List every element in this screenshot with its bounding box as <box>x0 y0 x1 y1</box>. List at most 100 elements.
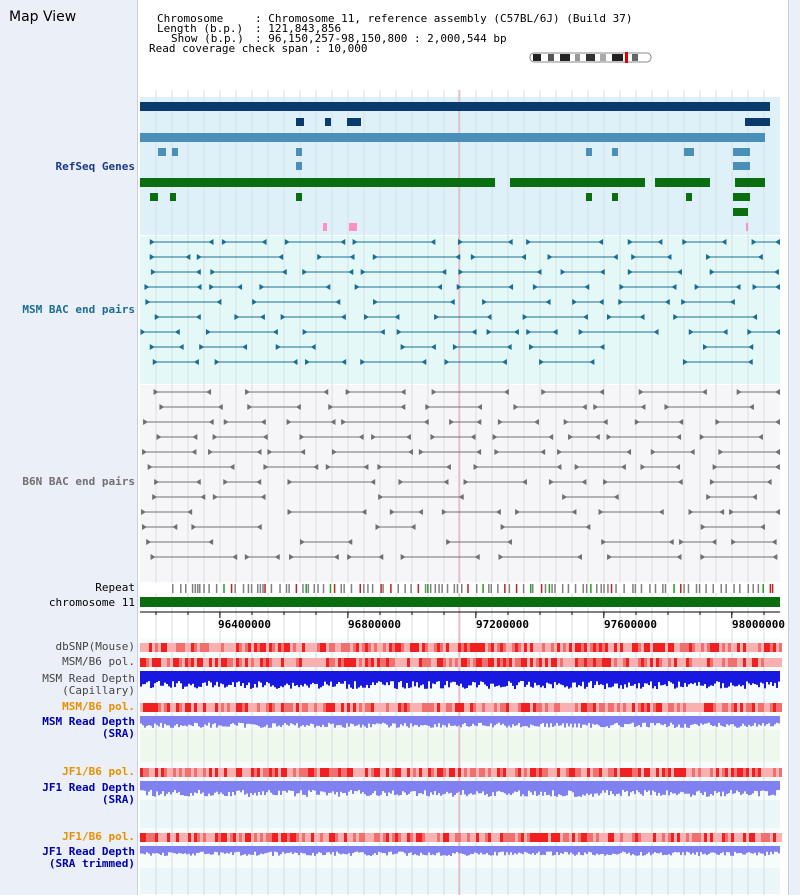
repeat-element <box>603 584 605 593</box>
depth-bar <box>290 846 292 853</box>
msm-bac-end-pairs[interactable] <box>140 239 780 365</box>
track-label-dbsnp[interactable]: dbSNP(Mouse) <box>55 640 135 653</box>
repeat-track[interactable] <box>172 584 774 593</box>
depth-bar <box>362 781 364 793</box>
heat-cell <box>740 703 743 712</box>
bac-end-marker <box>208 449 214 455</box>
b6n-bac-end-pairs[interactable] <box>141 389 780 560</box>
track-label-msm-depth-sra-sub: (SRA) <box>101 727 135 740</box>
depth-bar <box>372 671 374 683</box>
chromosome-bar[interactable] <box>140 597 780 607</box>
depth-bar <box>296 716 298 724</box>
depth-bar <box>150 846 152 856</box>
depth-bar <box>246 716 248 724</box>
track-label-msm-depth-sra[interactable]: MSM Read Depth <box>42 715 135 728</box>
heat-cell <box>386 703 389 712</box>
heat-cell <box>155 703 158 712</box>
depth-bar <box>776 846 778 852</box>
refseq-genes[interactable] <box>140 102 770 231</box>
depth-bar <box>722 671 724 684</box>
heat-cell <box>497 833 500 842</box>
heat-cell <box>725 833 728 842</box>
bac-end-marker <box>146 539 152 545</box>
repeat-element <box>567 584 570 593</box>
heat-cell <box>527 643 530 652</box>
depth-bar <box>388 671 390 686</box>
depth-bar <box>760 781 762 791</box>
depth-bar <box>258 671 260 682</box>
read-depth-tracks[interactable] <box>140 671 780 856</box>
heat-cell <box>377 768 380 777</box>
depth-bar <box>188 716 190 725</box>
depth-bar <box>328 671 330 686</box>
track-label-msm-pol[interactable]: MSM/B6 pol. <box>62 655 135 668</box>
repeat-element <box>288 584 290 593</box>
depth-bar <box>580 671 582 687</box>
track-label-msm-depth-cap[interactable]: MSM Read Depth <box>42 672 135 685</box>
depth-bar <box>292 671 294 683</box>
heat-cell <box>149 768 152 777</box>
depth-bar <box>764 671 766 689</box>
bac-end-marker <box>325 284 331 290</box>
heat-cell <box>773 703 776 712</box>
depth-bar <box>516 671 518 686</box>
heat-cell <box>443 658 446 667</box>
heat-cell <box>512 643 515 652</box>
bac-end-marker <box>328 404 334 410</box>
heat-cell <box>425 833 428 842</box>
depth-bar <box>626 781 628 791</box>
depth-bar <box>762 671 764 684</box>
heat-cell <box>275 643 278 652</box>
heat-cell <box>629 768 632 777</box>
depth-bar <box>694 671 696 683</box>
track-label-msm-pol-2[interactable]: MSM/B6 pol. <box>62 700 135 713</box>
track-label-msm-bac[interactable]: MSM BAC end pairs <box>22 303 135 316</box>
heat-cell <box>593 658 596 667</box>
depth-bar <box>336 671 338 684</box>
heat-cell <box>602 833 605 842</box>
heat-cell <box>641 643 644 652</box>
depth-bar <box>562 846 564 854</box>
bac-end-marker <box>261 239 267 245</box>
depth-bar <box>770 846 772 852</box>
repeat-element <box>446 584 449 593</box>
track-label-jf1-depth-sra[interactable]: JF1 Read Depth <box>42 781 135 794</box>
axis-tick-label-5: 98000000 <box>732 618 785 631</box>
heat-cell <box>434 768 437 777</box>
depth-bar <box>518 781 520 791</box>
heat-cell <box>266 833 269 842</box>
heat-cell <box>302 658 305 667</box>
track-label-jf1-pol-2[interactable]: JF1/B6 pol. <box>62 830 135 843</box>
heat-cell <box>437 768 440 777</box>
heat-cell <box>524 658 527 667</box>
heat-cell <box>308 643 311 652</box>
track-label-repeat[interactable]: Repeat <box>95 581 135 594</box>
heat-cell <box>536 643 539 652</box>
heat-cell <box>242 643 245 652</box>
bac-end-marker <box>272 329 278 335</box>
heat-cell <box>218 833 221 842</box>
bac-end-marker <box>193 359 199 365</box>
heat-cell <box>431 658 434 667</box>
depth-bar <box>766 781 768 792</box>
chromosome-ideogram[interactable] <box>529 52 652 63</box>
bac-end-marker <box>507 239 513 245</box>
track-label-chromosome[interactable]: chromosome 11 <box>48 596 135 609</box>
depth-bar <box>632 671 634 686</box>
depth-bar <box>178 671 180 682</box>
track-label-jf1-depth-trim[interactable]: JF1 Read Depth <box>42 845 135 858</box>
heat-cell <box>734 833 737 842</box>
depth-bar <box>538 671 540 685</box>
heat-cell <box>572 643 575 652</box>
depth-bar <box>504 781 506 794</box>
track-label-refseq[interactable]: RefSeq Genes <box>55 160 135 173</box>
heat-cell <box>365 658 368 667</box>
depth-bar <box>718 846 720 855</box>
depth-bar <box>300 846 302 853</box>
bac-end-marker <box>341 419 347 425</box>
track-label-jf1-pol[interactable]: JF1/B6 pol. <box>62 765 135 778</box>
heat-strips[interactable] <box>140 643 782 842</box>
track-label-b6n-bac[interactable]: B6N BAC end pairs <box>22 475 135 488</box>
depth-bar <box>432 846 434 855</box>
